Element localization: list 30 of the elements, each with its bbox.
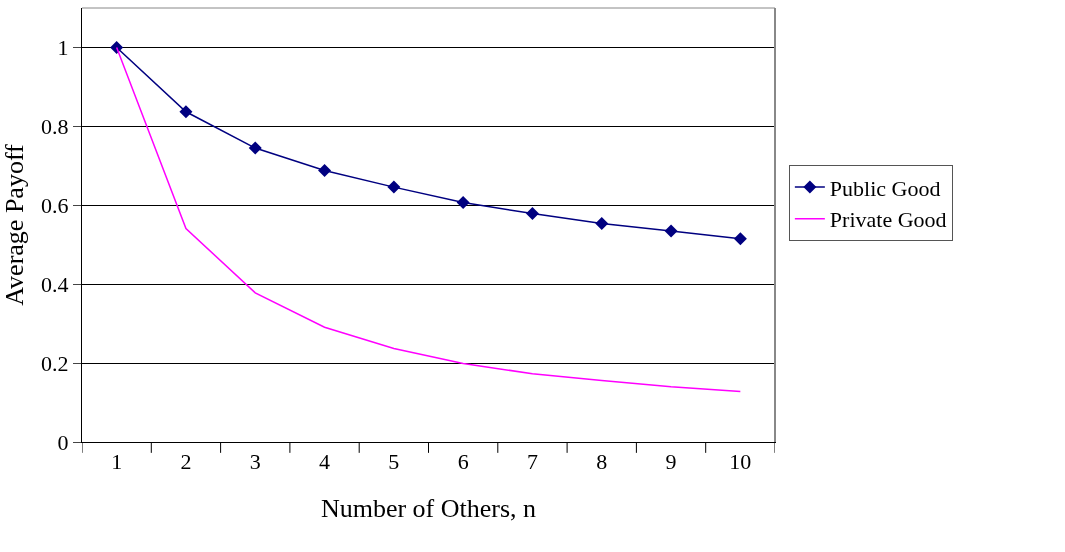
y-tick-label: 0.6 — [41, 192, 69, 218]
x-tick-label: 5 — [388, 449, 400, 475]
point — [733, 232, 747, 246]
x-tick-label: 3 — [249, 449, 261, 475]
point — [110, 40, 124, 54]
x-tick-label: 6 — [457, 449, 469, 475]
y-tick-label: 0 — [57, 429, 69, 455]
point — [387, 180, 401, 194]
x-tick-label: 9 — [665, 449, 677, 475]
x-tick-label: 2 — [180, 449, 192, 475]
x-tick-label: 1 — [111, 449, 123, 475]
point — [248, 141, 262, 155]
x-axis-title: Number of Others, n — [320, 494, 537, 524]
y-tick-label: 0.8 — [41, 114, 69, 140]
x-tick-label: 7 — [526, 449, 538, 475]
point — [179, 105, 193, 119]
point — [595, 216, 609, 230]
point — [456, 196, 470, 210]
y-tick-label: 0.2 — [41, 350, 69, 376]
point — [525, 207, 539, 221]
y-tick-label: 1 — [57, 35, 69, 61]
y-tick-label: 0.4 — [41, 271, 69, 297]
x-tick-label: 4 — [319, 449, 331, 475]
legend-label: Private Good — [829, 207, 947, 233]
x-tick-label: 10 — [729, 449, 752, 475]
point — [664, 224, 678, 238]
y-axis-title: Average Payoff — [0, 143, 29, 306]
legend-label: Public Good — [829, 175, 941, 201]
x-tick-label: 8 — [596, 449, 608, 475]
point — [318, 164, 332, 178]
